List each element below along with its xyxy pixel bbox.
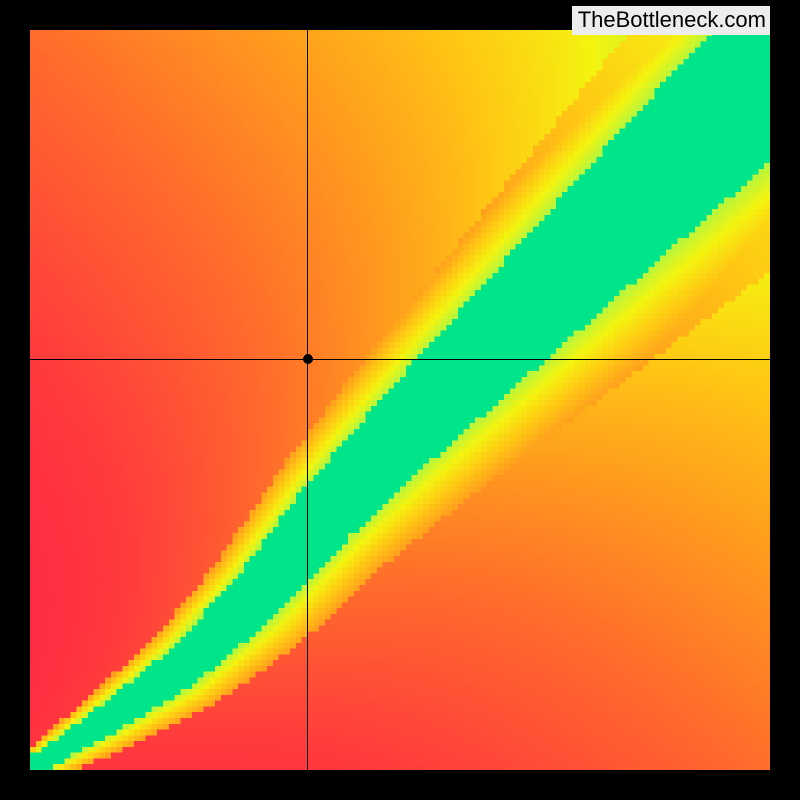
heatmap-canvas <box>30 30 770 770</box>
crosshair-horizontal <box>30 359 770 360</box>
crosshair-marker <box>303 354 313 364</box>
attribution-text: TheBottleneck.com <box>572 6 770 35</box>
plot-area <box>30 30 770 770</box>
crosshair-vertical <box>307 30 308 770</box>
